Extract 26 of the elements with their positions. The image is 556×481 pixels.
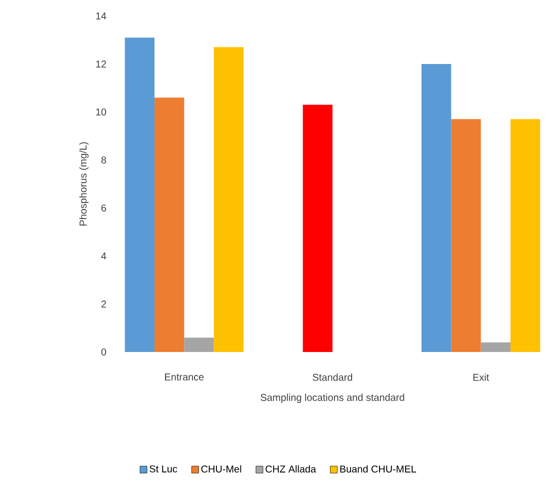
bar xyxy=(214,47,244,352)
y-tick-label: 10 xyxy=(96,108,106,116)
bar xyxy=(422,64,452,352)
y-tick-label: 6 xyxy=(101,204,106,212)
bar xyxy=(510,119,540,352)
y-tick-label: 8 xyxy=(101,156,106,164)
x-tick-label: Standard xyxy=(312,374,352,381)
bar xyxy=(184,338,214,352)
bar xyxy=(124,38,155,352)
y-tick-label: 12 xyxy=(96,60,106,68)
x-axis-title: Sampling locations and standard xyxy=(260,394,404,403)
bar xyxy=(480,342,511,352)
y-tick-label: 14 xyxy=(96,12,106,20)
bar xyxy=(451,119,481,352)
bar xyxy=(302,104,333,352)
y-tick-label: 2 xyxy=(101,300,106,308)
y-tick-label: 4 xyxy=(101,252,106,260)
legend-label: CHU-Mel xyxy=(201,465,242,473)
y-tick-label: 0 xyxy=(101,348,106,356)
bar xyxy=(154,98,184,352)
legend-label: St Luc xyxy=(150,465,178,472)
x-tick-label: Entrance xyxy=(165,374,204,380)
x-tick-label: Exit xyxy=(473,374,490,381)
legend-label: CHZ Allada xyxy=(266,465,316,473)
legend-label: Buand CHU-MEL xyxy=(340,465,416,473)
y-axis-title: Phosphorus (mg/L) xyxy=(79,142,89,226)
